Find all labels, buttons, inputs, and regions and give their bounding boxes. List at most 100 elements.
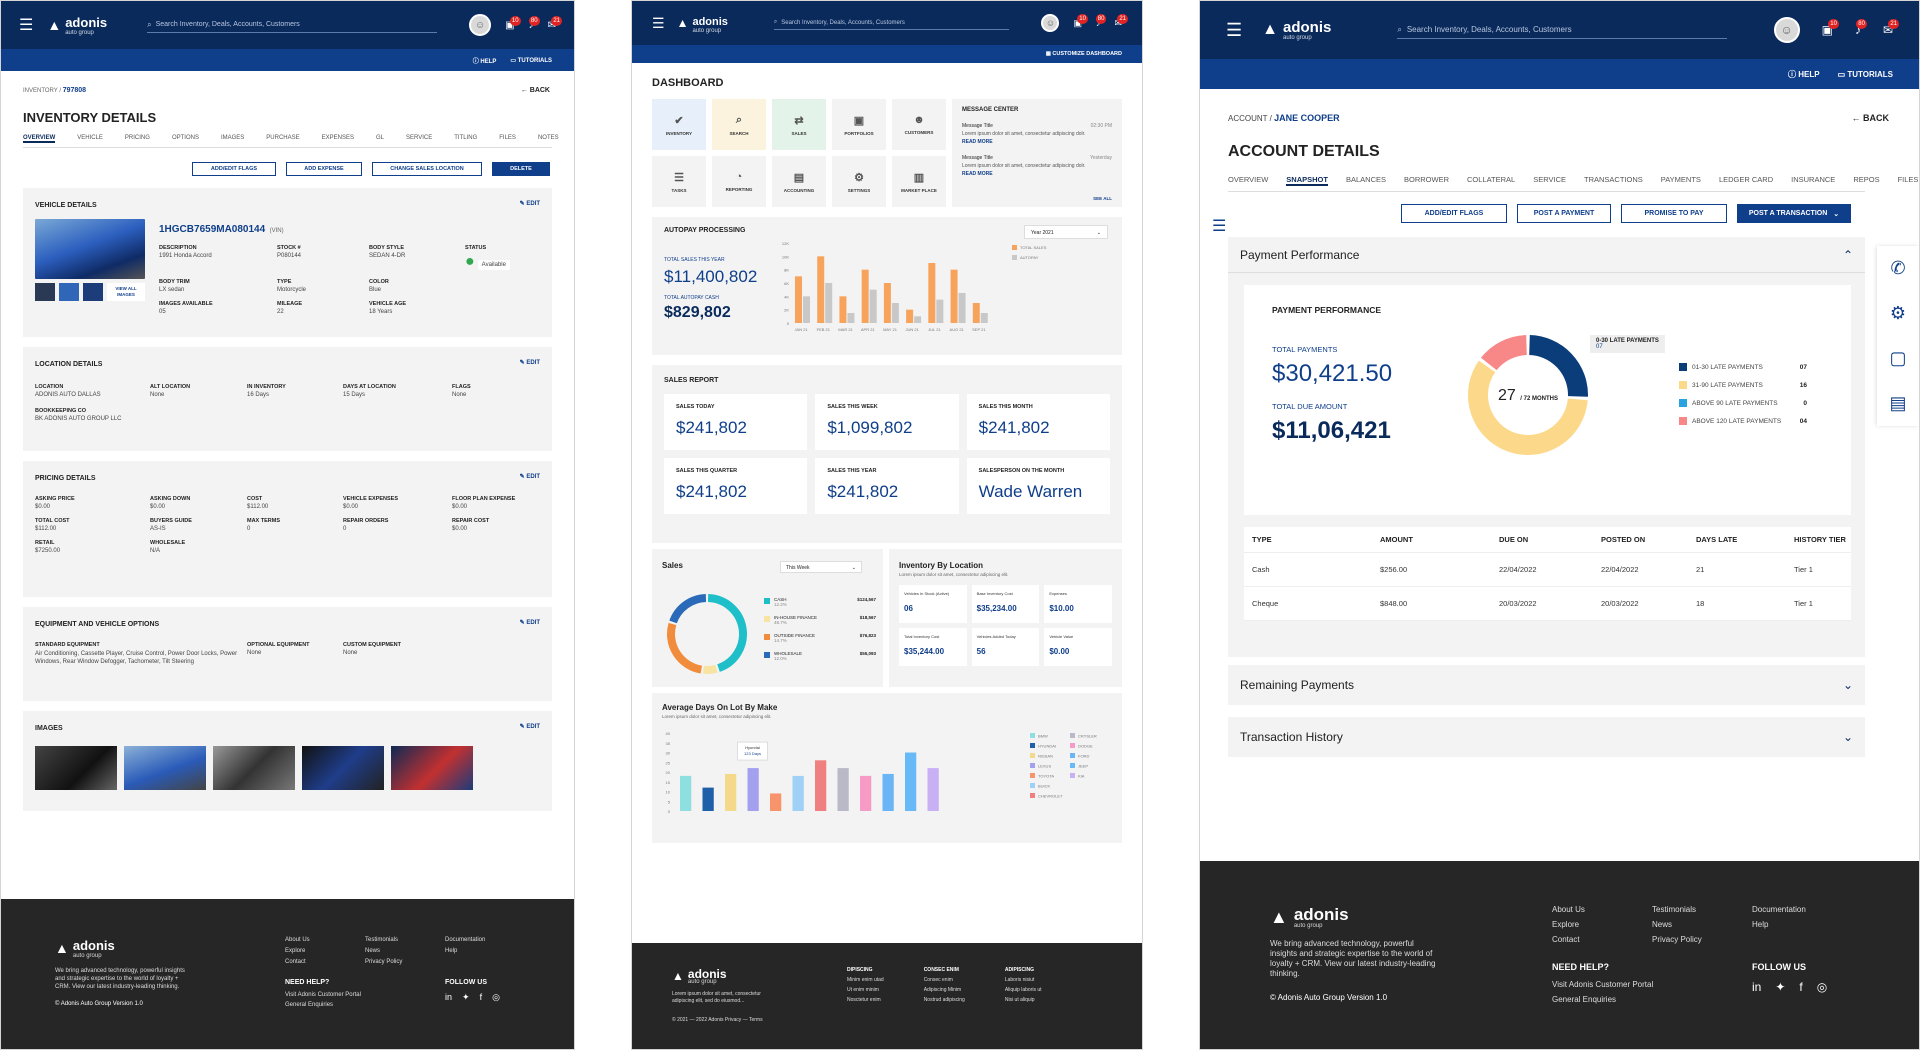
- footer-link[interactable]: Explore: [1552, 920, 1580, 929]
- footer-link[interactable]: News: [365, 948, 381, 954]
- twitter-icon[interactable]: ✦: [462, 992, 470, 1002]
- bar-bmw[interactable]: [680, 775, 692, 811]
- facebook-icon[interactable]: f: [479, 992, 483, 1002]
- bar-total-sales[interactable]: [928, 263, 936, 323]
- bar-chevrolet[interactable]: [815, 760, 827, 811]
- tile-accounting[interactable]: ▤ ACCOUNTING: [772, 156, 826, 207]
- search-input[interactable]: ⌕ Search Inventory, Deals, Accounts, Cust…: [147, 17, 438, 33]
- instagram-icon[interactable]: ◎: [1816, 980, 1828, 994]
- bar-total-sales[interactable]: [950, 269, 958, 323]
- bar-crysler[interactable]: [837, 768, 849, 811]
- brand-logo[interactable]: ▲ adonis auto group: [47, 15, 108, 36]
- see-all-link[interactable]: SEE ALL: [1093, 196, 1112, 201]
- post-transaction-button[interactable]: POST A TRANSACTION ⌄: [1737, 204, 1851, 223]
- donut-slice-above-120-late-payments[interactable]: [1480, 335, 1528, 371]
- remaining-payments-section[interactable]: Remaining Payments ⌄: [1228, 665, 1865, 705]
- gallery-image[interactable]: [124, 746, 206, 790]
- tile-market-place[interactable]: ▥ MARKET PLACE: [892, 156, 946, 207]
- bell-icon[interactable]: ♪80: [1854, 19, 1867, 37]
- footer-link[interactable]: Ut enim minim: [847, 987, 879, 993]
- tab-notes[interactable]: NOTES: [537, 135, 559, 141]
- tab-collateral[interactable]: COLLATERAL: [1467, 175, 1516, 184]
- footer-link[interactable]: Adipiscing Minim: [923, 987, 962, 993]
- edit-button[interactable]: ✎ EDIT: [519, 474, 540, 480]
- footer-link[interactable]: Testimonials: [365, 937, 399, 943]
- tile-customers[interactable]: ☻ CUSTOMERS: [892, 99, 946, 150]
- search-input[interactable]: ⌕ Search Inventory, Deals, Accounts, Cust…: [1397, 21, 1728, 39]
- footer-link[interactable]: Testimonials: [1652, 905, 1697, 914]
- table-row[interactable]: Cheque $848.00 20/03/2022 20/03/2022 18 Tier …: [1244, 587, 1851, 621]
- help-link[interactable]: ⓘ HELP: [472, 58, 497, 65]
- breadcrumb-name[interactable]: JANE COOPER: [1274, 113, 1340, 123]
- donut-slice-cash[interactable]: [707, 594, 747, 672]
- bar-total-sales[interactable]: [795, 276, 802, 323]
- linkedin-icon[interactable]: in: [445, 992, 453, 1002]
- bar-autopay[interactable]: [847, 313, 855, 323]
- facebook-icon[interactable]: f: [1799, 980, 1803, 994]
- tab-options[interactable]: OPTIONS: [171, 135, 199, 141]
- table-row[interactable]: Cash $256.00 22/04/2022 22/04/2022 21 Tier 1: [1244, 553, 1851, 587]
- add-edit-flags-button[interactable]: ADD/EDIT FLAGS: [1401, 204, 1507, 223]
- message-icon[interactable]: ▢: [1889, 348, 1907, 368]
- avatar[interactable]: ☺: [1773, 17, 1800, 43]
- read-more-link[interactable]: READ MORE: [962, 171, 993, 177]
- edit-button[interactable]: ✎ EDIT: [519, 620, 540, 626]
- footer-link[interactable]: Documentation: [445, 937, 486, 943]
- bar-toyota[interactable]: [770, 793, 782, 811]
- menu-icon[interactable]: ☰: [652, 14, 665, 31]
- tab-pricing[interactable]: PRICING: [124, 135, 150, 141]
- linkedin-icon[interactable]: in: [1752, 980, 1762, 994]
- tile-sales[interactable]: ⇄ SALES: [772, 99, 826, 150]
- tab-images[interactable]: IMAGES: [220, 135, 245, 141]
- document-icon[interactable]: ▤: [1889, 393, 1907, 413]
- message-item[interactable]: Message Title 02:30 PM Lorem ipsum dolor s…: [962, 123, 1112, 145]
- footer-link[interactable]: Nisi ut aliquip: [1004, 997, 1035, 1003]
- vehicle-thumb[interactable]: [59, 283, 79, 301]
- bar-buick[interactable]: [792, 775, 804, 811]
- read-more-link[interactable]: READ MORE: [962, 139, 993, 145]
- bar-total-sales[interactable]: [839, 296, 847, 323]
- tab-files[interactable]: FILES: [1897, 175, 1919, 184]
- back-button[interactable]: ← BACK: [520, 87, 550, 94]
- footer-link[interactable]: About Us: [285, 937, 310, 943]
- footer-link[interactable]: Contact: [285, 959, 306, 965]
- bar-total-sales[interactable]: [972, 303, 980, 323]
- tab-overview[interactable]: OVERVIEW: [23, 135, 56, 143]
- add-expense-button[interactable]: ADD EXPENSE: [286, 162, 362, 176]
- bar-total-sales[interactable]: [883, 283, 891, 323]
- gallery-image[interactable]: [302, 746, 384, 790]
- search-input[interactable]: ⌕ Search Inventory, Deals, Accounts, Cust…: [773, 16, 1009, 30]
- transaction-history-section[interactable]: Transaction History ⌄: [1228, 717, 1865, 757]
- tab-titling[interactable]: TITLING: [454, 135, 478, 141]
- brand-logo[interactable]: ▲ adonis auto group: [676, 16, 728, 34]
- tab-payments[interactable]: PAYMENTS: [1660, 175, 1701, 184]
- chat-icon[interactable]: ✉21: [1882, 19, 1899, 37]
- tab-transactions[interactable]: TRANSACTIONS: [1584, 175, 1643, 184]
- bar-autopay[interactable]: [980, 313, 988, 323]
- brand-logo[interactable]: ▲ adonis auto group: [1262, 19, 1332, 41]
- footer-link[interactable]: Help: [1752, 920, 1769, 929]
- tile-search[interactable]: ⌕ SEARCH: [712, 99, 766, 150]
- edit-button[interactable]: ✎ EDIT: [519, 201, 540, 207]
- donut-slice-outside-finance[interactable]: [667, 622, 703, 674]
- avatar[interactable]: ☺: [469, 14, 492, 36]
- chat-icon[interactable]: ✉21: [547, 15, 562, 31]
- footer-link[interactable]: About Us: [1552, 905, 1585, 914]
- twitter-icon[interactable]: ✦: [1775, 980, 1786, 994]
- footer-link[interactable]: Documentation: [1752, 905, 1806, 914]
- footer-link[interactable]: Contact: [1552, 935, 1580, 944]
- general-enquiries-link[interactable]: General Enquiries: [285, 1002, 334, 1008]
- calendar-icon[interactable]: ▣10: [505, 15, 521, 31]
- bar-autopay[interactable]: [825, 283, 833, 323]
- bar-total-sales[interactable]: [861, 269, 869, 323]
- tile-inventory[interactable]: ✔ INVENTORY: [652, 99, 706, 150]
- gallery-image[interactable]: [213, 746, 295, 790]
- filter-icon[interactable]: ☰: [1212, 218, 1227, 235]
- bar-lexus[interactable]: [747, 768, 759, 811]
- tile-tasks[interactable]: ☰ TASKS: [652, 156, 706, 207]
- avatar[interactable]: ☺: [1041, 14, 1060, 32]
- accordion-header[interactable]: Payment Performance ⌃: [1228, 237, 1865, 273]
- tab-expenses[interactable]: EXPENSES: [321, 135, 354, 141]
- add-edit-flags-button[interactable]: ADD/EDIT FLAGS: [192, 162, 276, 176]
- tab-service[interactable]: SERVICE: [406, 135, 433, 141]
